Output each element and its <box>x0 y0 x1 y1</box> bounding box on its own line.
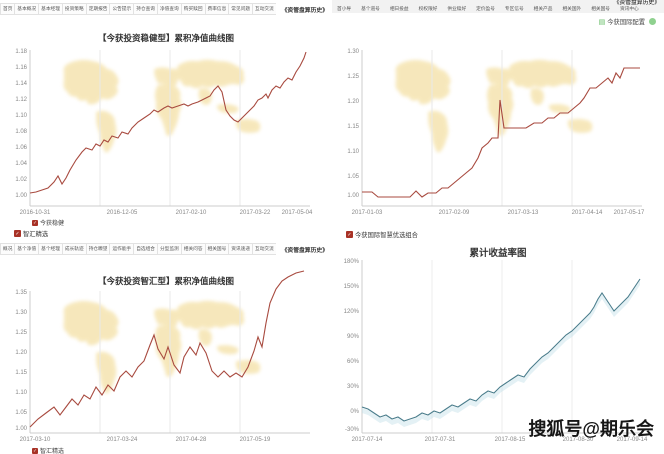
svg-text:2017-03-24: 2017-03-24 <box>107 437 138 443</box>
svg-text:2017-03-13: 2017-03-13 <box>508 210 539 216</box>
svg-text:0%: 0% <box>350 409 359 415</box>
svg-text:150%: 150% <box>344 284 360 290</box>
svg-text:1.14: 1.14 <box>15 81 27 87</box>
svg-text:2016-10-31: 2016-10-31 <box>20 210 51 216</box>
svg-text:1.06: 1.06 <box>15 145 27 151</box>
svg-text:1.20: 1.20 <box>347 99 359 105</box>
svg-text:2017-02-10: 2017-02-10 <box>176 210 207 216</box>
svg-text:2017-03-10: 2017-03-10 <box>20 437 51 443</box>
svg-text:1.16: 1.16 <box>15 65 27 71</box>
svg-text:1.15: 1.15 <box>347 124 359 130</box>
svg-text:1.12: 1.12 <box>15 97 27 103</box>
svg-text:1.18: 1.18 <box>15 49 27 55</box>
svg-text:1.35: 1.35 <box>15 290 27 296</box>
svg-text:1.04: 1.04 <box>15 161 27 167</box>
svg-text:1.00: 1.00 <box>15 193 27 199</box>
svg-text:1.25: 1.25 <box>347 74 359 80</box>
svg-text:2017-07-14: 2017-07-14 <box>352 437 383 443</box>
svg-text:1.30: 1.30 <box>347 49 359 55</box>
svg-text:30%: 30% <box>347 384 360 390</box>
svg-text:1.10: 1.10 <box>15 390 27 396</box>
svg-text:2017-05-19: 2017-05-19 <box>240 437 271 443</box>
svg-text:2017-04-14: 2017-04-14 <box>572 210 603 216</box>
svg-text:1.20: 1.20 <box>15 350 27 356</box>
svg-text:180%: 180% <box>344 259 360 265</box>
svg-text:1.25: 1.25 <box>15 330 27 336</box>
svg-text:1.10: 1.10 <box>347 149 359 155</box>
svg-text:1.15: 1.15 <box>15 370 27 376</box>
svg-text:1.00: 1.00 <box>15 426 27 432</box>
svg-text:1.10: 1.10 <box>15 113 27 119</box>
svg-text:2017-05-17: 2017-05-17 <box>614 210 645 216</box>
svg-text:120%: 120% <box>344 309 360 315</box>
svg-text:90%: 90% <box>347 334 360 340</box>
svg-text:2017-04-28: 2017-04-28 <box>176 437 207 443</box>
svg-text:-30%: -30% <box>345 427 360 433</box>
svg-text:2017-01-03: 2017-01-03 <box>352 210 383 216</box>
svg-text:2017-05-04: 2017-05-04 <box>282 210 313 216</box>
svg-text:2017-03-22: 2017-03-22 <box>240 210 271 216</box>
svg-text:2017-07-31: 2017-07-31 <box>425 437 456 443</box>
svg-text:1.00: 1.00 <box>347 193 359 199</box>
svg-text:1.08: 1.08 <box>15 129 27 135</box>
svg-text:1.02: 1.02 <box>15 177 27 183</box>
svg-text:2017-08-15: 2017-08-15 <box>495 437 526 443</box>
svg-text:1.30: 1.30 <box>15 310 27 316</box>
svg-text:2016-12-05: 2016-12-05 <box>107 210 138 216</box>
svg-text:2017-02-09: 2017-02-09 <box>439 210 470 216</box>
svg-text:1.05: 1.05 <box>15 410 27 416</box>
svg-text:60%: 60% <box>347 359 360 365</box>
svg-text:1.05: 1.05 <box>347 174 359 180</box>
